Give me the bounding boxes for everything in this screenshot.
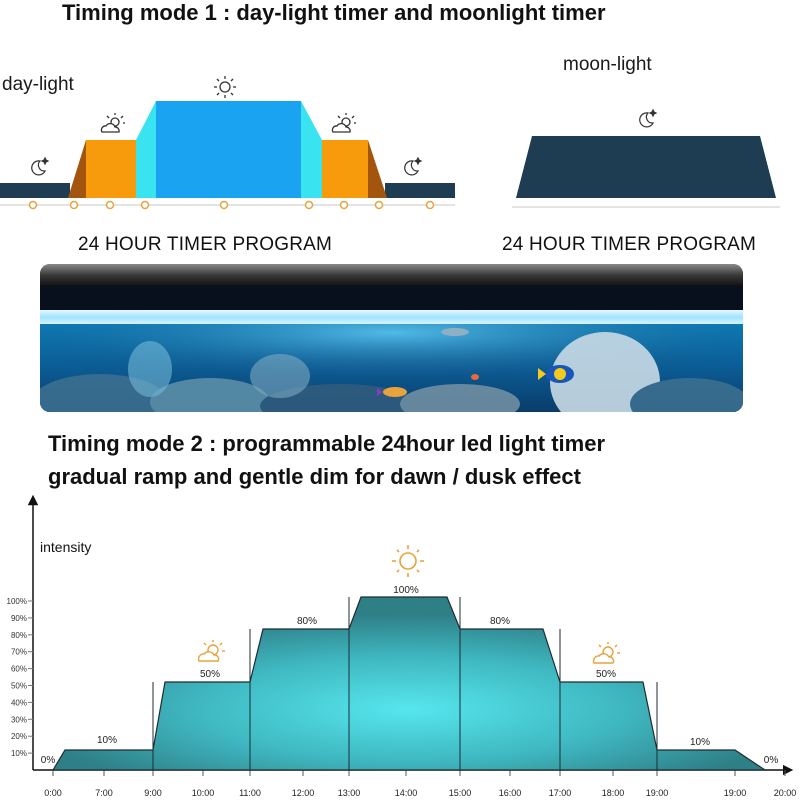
x-tick-label: 15:00 bbox=[449, 788, 472, 798]
intensity-area bbox=[51, 596, 767, 771]
x-tick-label: 12:00 bbox=[292, 788, 315, 798]
y-ticks: 10% 20% 30% 40% 50% 60% 70% 80% 90% 100% bbox=[7, 597, 33, 758]
mode1-title: Timing mode 1 : day-light timer and moon… bbox=[62, 0, 606, 25]
timeline-dot bbox=[28, 200, 38, 210]
x-tick-label: 16:00 bbox=[499, 788, 522, 798]
sun-icon bbox=[214, 76, 236, 98]
moon-star-icon bbox=[404, 156, 423, 176]
fish bbox=[377, 328, 574, 397]
timeline-dot bbox=[140, 200, 150, 210]
step-label: 100% bbox=[393, 585, 419, 596]
x-tick-label: 13:00 bbox=[338, 788, 361, 798]
timeline-dots bbox=[28, 200, 435, 210]
dawn-ramp bbox=[68, 140, 86, 198]
cloud-sun-icon bbox=[331, 113, 356, 133]
y-tick-label: 40% bbox=[11, 698, 27, 707]
daylight-ramp-up bbox=[136, 101, 156, 198]
moon-star-icon bbox=[639, 108, 658, 128]
x-tick-label: 9:00 bbox=[144, 788, 162, 798]
step-labels: 0% 10% 50% 80% 100% 80% 50% 10% 0% bbox=[41, 585, 779, 766]
step-label: 10% bbox=[97, 735, 117, 746]
timeline-dot bbox=[304, 200, 314, 210]
intensity-chart: intensity 10% 20% 30% 40% 50% 60% 70% 80% 90% 100… bbox=[7, 494, 796, 798]
timeline-dot bbox=[374, 200, 384, 210]
step-label: 0% bbox=[764, 755, 779, 766]
dawn-block bbox=[86, 140, 136, 198]
step-label: 80% bbox=[490, 616, 510, 627]
y-tick-label: 10% bbox=[11, 749, 27, 758]
timeline-dot bbox=[425, 200, 435, 210]
y-tick-label: 30% bbox=[11, 715, 27, 724]
y-tick-label: 70% bbox=[11, 648, 27, 657]
night-right-segment bbox=[385, 183, 455, 198]
program-label-right: 24 HOUR TIMER PROGRAM bbox=[502, 234, 757, 255]
sun-icon bbox=[392, 545, 424, 577]
cloud-sun-icon bbox=[197, 640, 225, 662]
daylight-block bbox=[156, 101, 301, 198]
coral-reef bbox=[40, 332, 743, 412]
step-label: 80% bbox=[297, 616, 317, 627]
moonlight-label: moon-light bbox=[563, 54, 652, 75]
y-tick-label: 80% bbox=[11, 631, 27, 640]
step-label: 10% bbox=[690, 737, 710, 748]
led-strip bbox=[40, 310, 743, 324]
mode2-title-line2: gradual ramp and gentle dim for dawn / d… bbox=[48, 464, 581, 489]
step-label: 50% bbox=[596, 669, 616, 680]
timeline-dot bbox=[105, 200, 115, 210]
x-tick-label: 17:00 bbox=[549, 788, 572, 798]
light-bar-body bbox=[40, 286, 743, 310]
y-tick-label: 90% bbox=[11, 614, 27, 623]
program-label-left: 24 HOUR TIMER PROGRAM bbox=[78, 234, 333, 255]
dusk-block bbox=[322, 140, 368, 198]
x-tick-label: 19:00 bbox=[724, 788, 747, 798]
y-tick-label: 100% bbox=[7, 597, 27, 606]
intensity-steps bbox=[51, 596, 767, 771]
x-tick-label: 19:00 bbox=[646, 788, 669, 798]
light-bar-top bbox=[40, 264, 743, 286]
x-tick-label: 11:00 bbox=[239, 788, 261, 798]
timeline-dot bbox=[219, 200, 229, 210]
timeline-dot bbox=[69, 200, 79, 210]
x-tick-label: 7:00 bbox=[95, 788, 113, 798]
x-tick-label: 14:00 bbox=[395, 788, 418, 798]
daylight-timer-diagram bbox=[0, 76, 455, 210]
daylight-ramp-down bbox=[301, 101, 322, 198]
y-axis-label: intensity bbox=[40, 539, 91, 555]
cloud-sun-icon bbox=[100, 113, 125, 133]
y-tick-label: 20% bbox=[11, 732, 27, 741]
moonlight-block bbox=[516, 136, 776, 198]
step-label: 50% bbox=[200, 669, 220, 680]
timeline-dot bbox=[339, 200, 349, 210]
cloud-sun-icon bbox=[592, 642, 620, 664]
x-tick-label: 18:00 bbox=[602, 788, 625, 798]
aquarium-light-image bbox=[40, 264, 743, 412]
y-tick-label: 50% bbox=[11, 682, 27, 691]
dusk-ramp bbox=[368, 140, 387, 198]
step-label: 0% bbox=[41, 755, 56, 766]
moonlight-timer-diagram bbox=[512, 108, 780, 208]
mode2-title-line1: Timing mode 2 : programmable 24hour led … bbox=[48, 431, 606, 456]
x-tick-label: 20:00 bbox=[774, 788, 797, 798]
daylight-label: day-light bbox=[2, 74, 74, 95]
y-tick-label: 60% bbox=[11, 665, 27, 674]
x-ticks: 0:00 7:00 9:00 10:00 11:00 12:00 13:00 14:00 15:… bbox=[44, 770, 796, 798]
x-tick-label: 10:00 bbox=[192, 788, 215, 798]
night-left-segment bbox=[0, 183, 70, 198]
x-tick-label: 0:00 bbox=[44, 788, 62, 798]
moon-star-icon bbox=[31, 156, 50, 176]
